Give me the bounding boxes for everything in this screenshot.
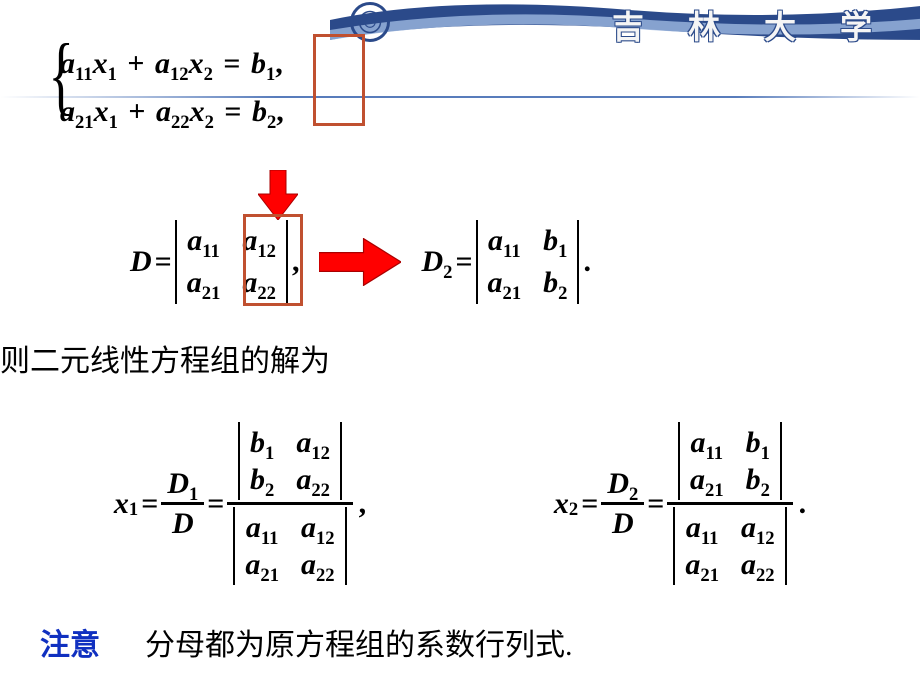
arrow-down-icon [258, 170, 298, 220]
left-brace: { [48, 32, 73, 120]
note-label: 注意 [40, 629, 100, 662]
university-emblem [350, 2, 390, 42]
equation-system: { a11x1 + a12x2 = b1, a21x1 + a22x2 = b2… [60, 40, 284, 136]
determinant-D: a11 a12 a21 a22 [175, 220, 288, 304]
solution-row: x1 = D1 D = b1 a12 b2 a22 [0, 420, 920, 587]
arrow-right-icon [319, 238, 401, 286]
slide-content: { a11x1 + a12x2 = b1, a21x1 + a22x2 = b2… [0, 40, 920, 690]
frac-D1-D: D1 D [161, 465, 204, 542]
note-text: 分母都为原方程组的系数行列式. [145, 629, 573, 662]
frac-D2-D: D2 D [601, 465, 644, 542]
frac-det-x2: a11 b1 a21 b2 a11 a12 [667, 420, 792, 587]
solution-x1: x1 = D1 D = b1 a12 b2 a22 [114, 420, 366, 587]
frac-det-x1: b1 a12 b2 a22 a11 a12 [227, 420, 352, 587]
determinant-D2: a11 b1 a21 b2 [476, 220, 580, 304]
equation-row-2: a21x1 + a22x2 = b2, [60, 88, 284, 136]
note-line: 注意 分母都为原方程组的系数行列式. [40, 620, 573, 664]
highlight-box-rhs [313, 34, 365, 126]
solution-intro-text: 则二元线性方程组的解为 [0, 336, 330, 380]
solution-x2: x2 = D2 D = a11 b1 a21 b2 [554, 420, 806, 587]
D2-label: D2 [421, 245, 452, 279]
D-label: D [130, 245, 152, 279]
equation-row-1: a11x1 + a12x2 = b1, [60, 40, 284, 88]
determinant-row: D = a11 a12 a21 a22 , D2 = a11 b1 a21 [0, 220, 920, 304]
